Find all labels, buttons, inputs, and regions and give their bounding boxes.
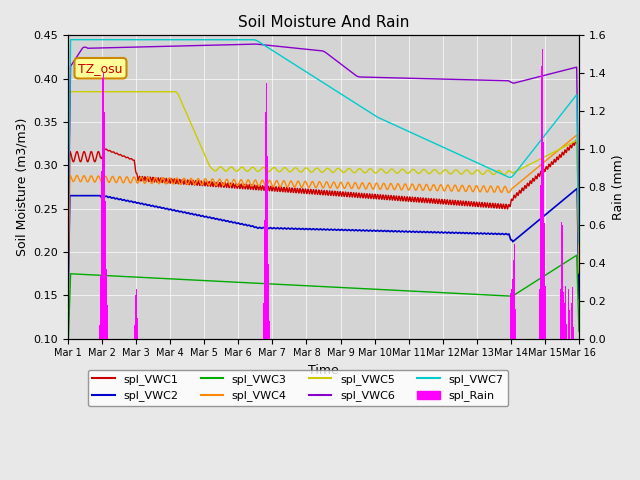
Legend: spl_VWC1, spl_VWC2, spl_VWC3, spl_VWC4, spl_VWC5, spl_VWC6, spl_VWC7, spl_Rain: spl_VWC1, spl_VWC2, spl_VWC3, spl_VWC4, …: [88, 370, 508, 406]
Y-axis label: Rain (mm): Rain (mm): [612, 154, 625, 220]
Y-axis label: Soil Moisture (m3/m3): Soil Moisture (m3/m3): [15, 118, 28, 256]
Text: TZ_osu: TZ_osu: [78, 62, 123, 75]
Title: Soil Moisture And Rain: Soil Moisture And Rain: [238, 15, 409, 30]
X-axis label: Time: Time: [308, 364, 339, 377]
